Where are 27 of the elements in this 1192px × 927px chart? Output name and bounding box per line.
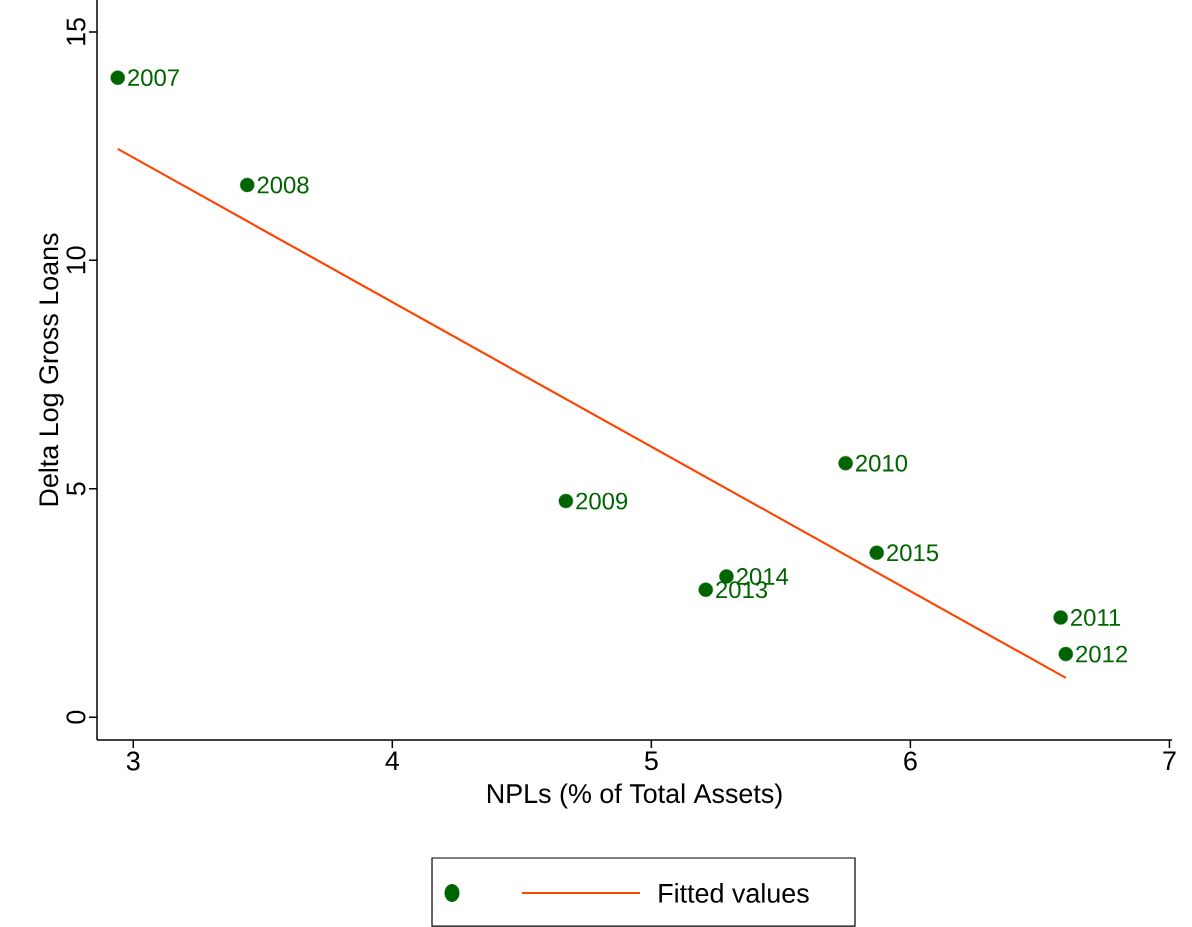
y-tick-label: 10 — [66, 246, 86, 274]
y-axis-title: Delta Log Gross Loans — [38, 233, 64, 506]
x-axis-title: NPLs (% of Total Assets) — [487, 783, 782, 809]
annotation: 2007 — [128, 69, 179, 87]
annotation: 2010 — [856, 454, 908, 472]
x-tick-label: 7 — [1163, 751, 1176, 771]
annotation: 2009 — [576, 492, 628, 510]
annotation: 2011 — [1071, 609, 1121, 627]
annotation: 2008 — [257, 176, 309, 194]
point — [1058, 646, 1074, 662]
y-tick-label: 5 — [66, 482, 86, 496]
point — [869, 545, 884, 560]
annotation: 2012 — [1076, 645, 1127, 663]
point — [110, 70, 125, 85]
legend-label: Fitted values — [659, 883, 809, 903]
point — [558, 493, 574, 509]
point — [698, 582, 713, 597]
point — [1053, 610, 1068, 625]
x-tick-label: 3 — [126, 751, 140, 771]
x-tick-label: 5 — [644, 751, 658, 771]
point — [838, 455, 853, 471]
y-tick-label: 0 — [66, 710, 86, 724]
x-tick-label: 6 — [904, 751, 917, 771]
annotation: 2015 — [887, 544, 939, 562]
point — [240, 177, 255, 193]
y-tick-label: 15 — [66, 18, 86, 45]
x-tick-label: 4 — [385, 751, 400, 771]
